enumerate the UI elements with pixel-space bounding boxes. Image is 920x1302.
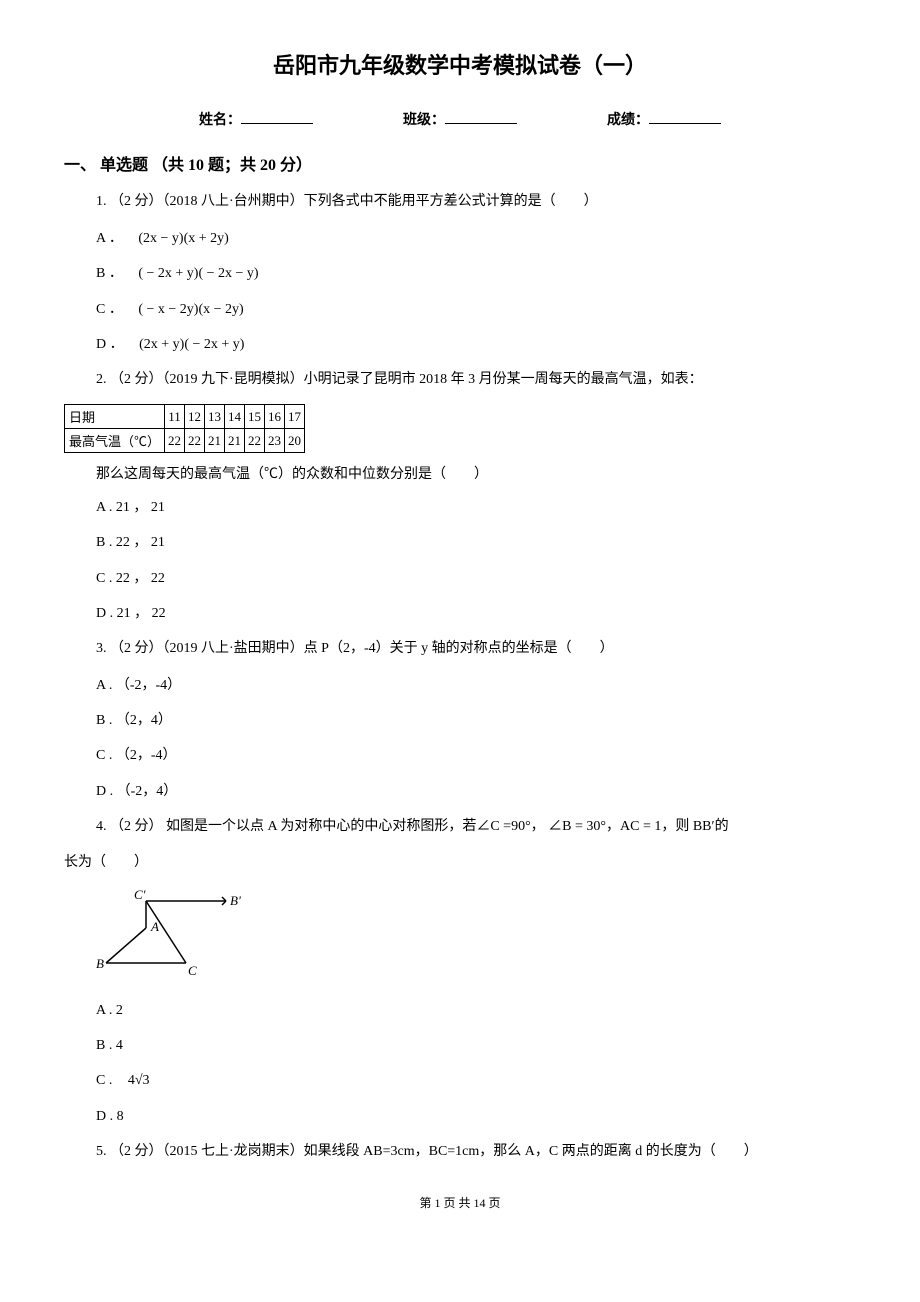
q2-table-cell: 23 [265, 429, 285, 453]
q4-optC-math: 4√3 [128, 1073, 150, 1088]
q2-table-row1-label: 日期 [65, 405, 165, 429]
q3-optA: A . （-2，-4） [96, 673, 856, 698]
q4-text: 4. （2 分） 如图是一个以点 A 为对称中心的中心对称图形，若∠C =90°… [96, 814, 856, 839]
q2-table-cell: 12 [185, 405, 205, 429]
score-label: 成绩： [607, 109, 649, 129]
q1-optD: D ． (2x + y)( − 2x + y) [96, 332, 856, 357]
q2-table-cell: 21 [205, 429, 225, 453]
q2-table-cell: 17 [285, 405, 305, 429]
q2-table: 日期 11 12 13 14 15 16 17 最高气温（℃） 22 22 21… [64, 404, 305, 453]
q4-text-line2: 长为（ ） [64, 851, 856, 871]
q1-optD-label: D ． [96, 337, 124, 352]
q4-optC-label: C . [96, 1073, 112, 1088]
q1-optA: A ． (2x − y)(x + 2y) [96, 226, 856, 251]
q3-optD: D . （-2，4） [96, 779, 856, 804]
q2-followup: 那么这周每天的最高气温（℃）的众数和中位数分别是（ ） [96, 463, 856, 483]
q1-optB-math: ( − 2x + y)( − 2x − y) [138, 266, 258, 281]
page-title: 岳阳市九年级数学中考模拟试卷（一） [64, 48, 856, 80]
q1-optC-label: C ． [96, 302, 123, 317]
q2-optB: B . 22 ， 21 [96, 530, 856, 555]
header-row: 姓名： 班级： 成绩： [64, 108, 856, 129]
q1-optD-math: (2x + y)( − 2x + y) [139, 337, 244, 352]
section-header: 一、 单选题 （共 10 题；共 20 分） [64, 151, 856, 175]
q2-table-cell: 13 [205, 405, 225, 429]
q4-figure: C' B' A B C [96, 883, 856, 988]
q2-text: 2. （2 分）（2019 九下·昆明模拟）小明记录了昆明市 2018 年 3 … [96, 367, 856, 392]
q4-optD: D . 8 [96, 1104, 856, 1129]
q4-optB: B . 4 [96, 1033, 856, 1058]
q2-table-cell: 22 [185, 429, 205, 453]
q3-text: 3. （2 分）（2019 八上·盐田期中）点 P（2，-4）关于 y 轴的对称… [96, 636, 856, 661]
q2-optA: A . 21 ， 21 [96, 495, 856, 520]
class-field: 班级： [403, 108, 517, 129]
q1-optC: C ． ( − x − 2y)(x − 2y) [96, 297, 856, 322]
q2-table-row2-label: 最高气温（℃） [65, 429, 165, 453]
q1-optB: B ． ( − 2x + y)( − 2x − y) [96, 261, 856, 286]
name-field: 姓名： [199, 108, 313, 129]
q4-optC: C . 4√3 [96, 1068, 856, 1093]
q1-optC-math: ( − x − 2y)(x − 2y) [138, 302, 243, 317]
q1-optB-label: B ． [96, 266, 123, 281]
q2-table-cell: 11 [165, 405, 185, 429]
q2-table-cell: 20 [285, 429, 305, 453]
q2-table-cell: 22 [165, 429, 185, 453]
class-underline [445, 108, 517, 124]
q4-svg: C' B' A B C [96, 883, 246, 983]
q1-text: 1. （2 分）（2018 八上·台州期中）下列各式中不能用平方差公式计算的是（… [96, 189, 856, 214]
page-footer: 第 1 页 共 14 页 [64, 1194, 856, 1211]
q2-table-cell: 22 [245, 429, 265, 453]
q3-optB: B . （2，4） [96, 708, 856, 733]
q1-optA-math: (2x − y)(x + 2y) [138, 231, 228, 246]
q4-optA: A . 2 [96, 998, 856, 1023]
score-underline [649, 108, 721, 124]
name-label: 姓名： [199, 109, 241, 129]
svg-text:C': C' [134, 887, 146, 902]
score-field: 成绩： [607, 108, 721, 129]
name-underline [241, 108, 313, 124]
q3-optC: C . （2，-4） [96, 743, 856, 768]
svg-text:C: C [188, 963, 197, 978]
svg-text:A: A [150, 919, 159, 934]
q2-optC: C . 22 ， 22 [96, 566, 856, 591]
class-label: 班级： [403, 109, 445, 129]
q1-optA-label: A ． [96, 231, 123, 246]
svg-text:B': B' [230, 893, 241, 908]
q2-table-cell: 15 [245, 405, 265, 429]
q2-table-cell: 21 [225, 429, 245, 453]
q2-optD: D . 21 ， 22 [96, 601, 856, 626]
q5-text: 5. （2 分）（2015 七上·龙岗期末）如果线段 AB=3cm，BC=1cm… [96, 1139, 856, 1164]
q2-table-cell: 16 [265, 405, 285, 429]
svg-text:B: B [96, 956, 104, 971]
q2-table-cell: 14 [225, 405, 245, 429]
